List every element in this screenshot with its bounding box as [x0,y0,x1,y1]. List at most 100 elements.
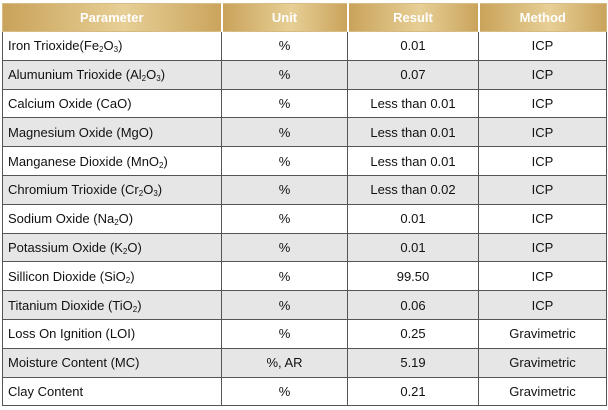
formula-text: ) [118,38,123,54]
cell-parameter: Magnesium Oxide (MgO) [2,117,222,148]
parameter-name: Magnesium Oxide (MgO) [8,124,154,140]
cell-unit: % [221,261,348,292]
parameter-name: Sodium Oxide [8,211,94,227]
cell-parameter: Loss On Ignition (LOI) [2,318,222,349]
cell-unit: % [221,318,348,349]
parameter-name: Titanium Dioxide [8,297,108,313]
cell-method: ICP [478,146,607,176]
parameter-name: Sillicon Dioxide [8,268,100,284]
table-row: Iron Trioxide(Fe2O3)% 0.01 ICP [2,31,607,61]
cell-parameter: Sillicon Dioxide (SiO2) [2,261,222,292]
cell-result: 5.19 [347,347,479,378]
cell-unit: % [221,290,348,320]
formula-text: (TiO [107,297,133,313]
cell-method: ICP [478,290,607,320]
cell-method: Gravimetric [478,347,607,378]
formula-text: (Al [125,67,142,83]
cell-method: Gravimetric [478,376,607,407]
cell-result: 0.21 [347,376,479,407]
formula-subscript: 2 [125,275,131,285]
parameter-name: Loss On Ignition (LOI) [8,326,136,342]
cell-method: Gravimetric [478,318,607,349]
cell-parameter: Chromium Trioxide (Cr2O3) [2,174,222,205]
formula-text: O [143,182,154,198]
formula-text: (Cr [120,182,139,198]
cell-unit: % [221,31,348,61]
cell-unit: % [221,146,348,176]
parameter-name: Manganese Dioxide [8,153,127,169]
chemical-formula: (Cr2O3) [120,182,163,199]
cell-result: Less than 0.02 [347,174,479,205]
cell-parameter: Titanium Dioxide (TiO2) [2,290,222,320]
formula-text: O [146,67,157,83]
cell-unit: % [221,59,348,90]
parameter-name: Calcium Oxide (CaO) [8,95,132,111]
cell-result: 0.01 [347,232,479,263]
table-row: Clay Content% 0.21 Gravimetric [2,376,607,407]
header-parameter: Parameter [2,3,223,32]
formula-subscript: 2 [114,218,119,228]
parameter-name: Iron Trioxide [8,38,80,54]
chemical-formula: (Al2O3) [125,67,165,84]
cell-parameter: Calcium Oxide (CaO) [2,88,222,119]
formula-subscript: 3 [153,189,158,199]
cell-method: ICP [478,31,607,61]
parameter-name: Chromium Trioxide [8,182,121,198]
cell-result: Less than 0.01 [347,88,479,119]
table-row: Potassium Oxide (K2O)% 0.01 ICP [2,232,607,263]
table-row: Calcium Oxide (CaO)% Less than 0.01 ICP [2,88,607,119]
formula-text: O) [118,211,134,227]
chemical-formula: (K2O) [110,239,142,256]
cell-method: ICP [478,203,607,234]
chemical-formula: (Fe2O3) [79,38,123,54]
formula-text: ) [137,297,142,313]
formula-text: ) [130,268,135,284]
formula-text: (Na [93,211,115,227]
table-row: Chromium Trioxide (Cr2O3)% Less than 0.02… [2,174,607,205]
formula-subscript: 2 [159,160,164,170]
formula-text: (Fe [79,38,100,54]
cell-result: 0.25 [347,318,479,349]
parameter-name: Alumunium Trioxide [8,67,126,83]
cell-parameter: Manganese Dioxide (MnO2) [2,146,222,176]
table-row: Sillicon Dioxide (SiO2)% 99.50 ICP [2,261,607,292]
cell-method: ICP [478,261,607,292]
cell-method: ICP [478,59,607,90]
cell-method: ICP [478,88,607,119]
cell-result: Less than 0.01 [347,117,479,148]
header-unit: Unit [221,3,349,32]
formula-subscript: 2 [138,189,144,199]
cell-method: ICP [478,174,607,205]
cell-unit: % [221,88,348,119]
formula-text: (MnO [126,153,160,169]
cell-result: 99.50 [347,261,479,292]
cell-result: 0.06 [347,290,479,320]
cell-method: ICP [478,232,607,263]
formula-subscript: 2 [141,74,147,84]
cell-parameter: Potassium Oxide (K2O) [2,232,222,263]
cell-result: 0.07 [347,59,479,90]
parameter-name: Potassium Oxide [8,239,110,255]
table-header-row: Parameter Unit Result Method [2,3,607,32]
cell-unit: % [221,232,348,263]
cell-result: 0.01 [347,31,479,61]
cell-parameter: Iron Trioxide(Fe2O3) [2,31,222,61]
table-row: Magnesium Oxide (MgO)% Less than 0.01 ICP [2,117,607,148]
table-row: Alumunium Trioxide (Al2O3)% 0.07 ICP [2,59,607,90]
cell-result: Less than 0.01 [347,146,479,176]
parameter-name: Clay Content [8,383,84,399]
table-row: Titanium Dioxide (TiO2)% 0.06 ICP [2,290,607,320]
cell-parameter: Sodium Oxide (Na2O) [2,203,222,234]
formula-text: ) [157,182,163,198]
cell-parameter: Moisture Content (MC) [2,347,222,378]
table-body: Iron Trioxide(Fe2O3)% 0.01 ICP Alumunium Tr… [2,31,607,407]
cell-unit: % [221,376,348,407]
chemical-formula: (Na2O) [93,211,134,228]
analysis-table-container: Parameter Unit Result Method Iron Trioxi… [2,3,607,407]
chemical-formula: (TiO2) [107,297,142,314]
cell-unit: % [221,117,348,148]
cell-unit: %, AR [221,347,348,378]
formula-text: O) [127,239,142,255]
cell-unit: % [221,203,348,234]
formula-subscript: 2 [132,304,138,314]
